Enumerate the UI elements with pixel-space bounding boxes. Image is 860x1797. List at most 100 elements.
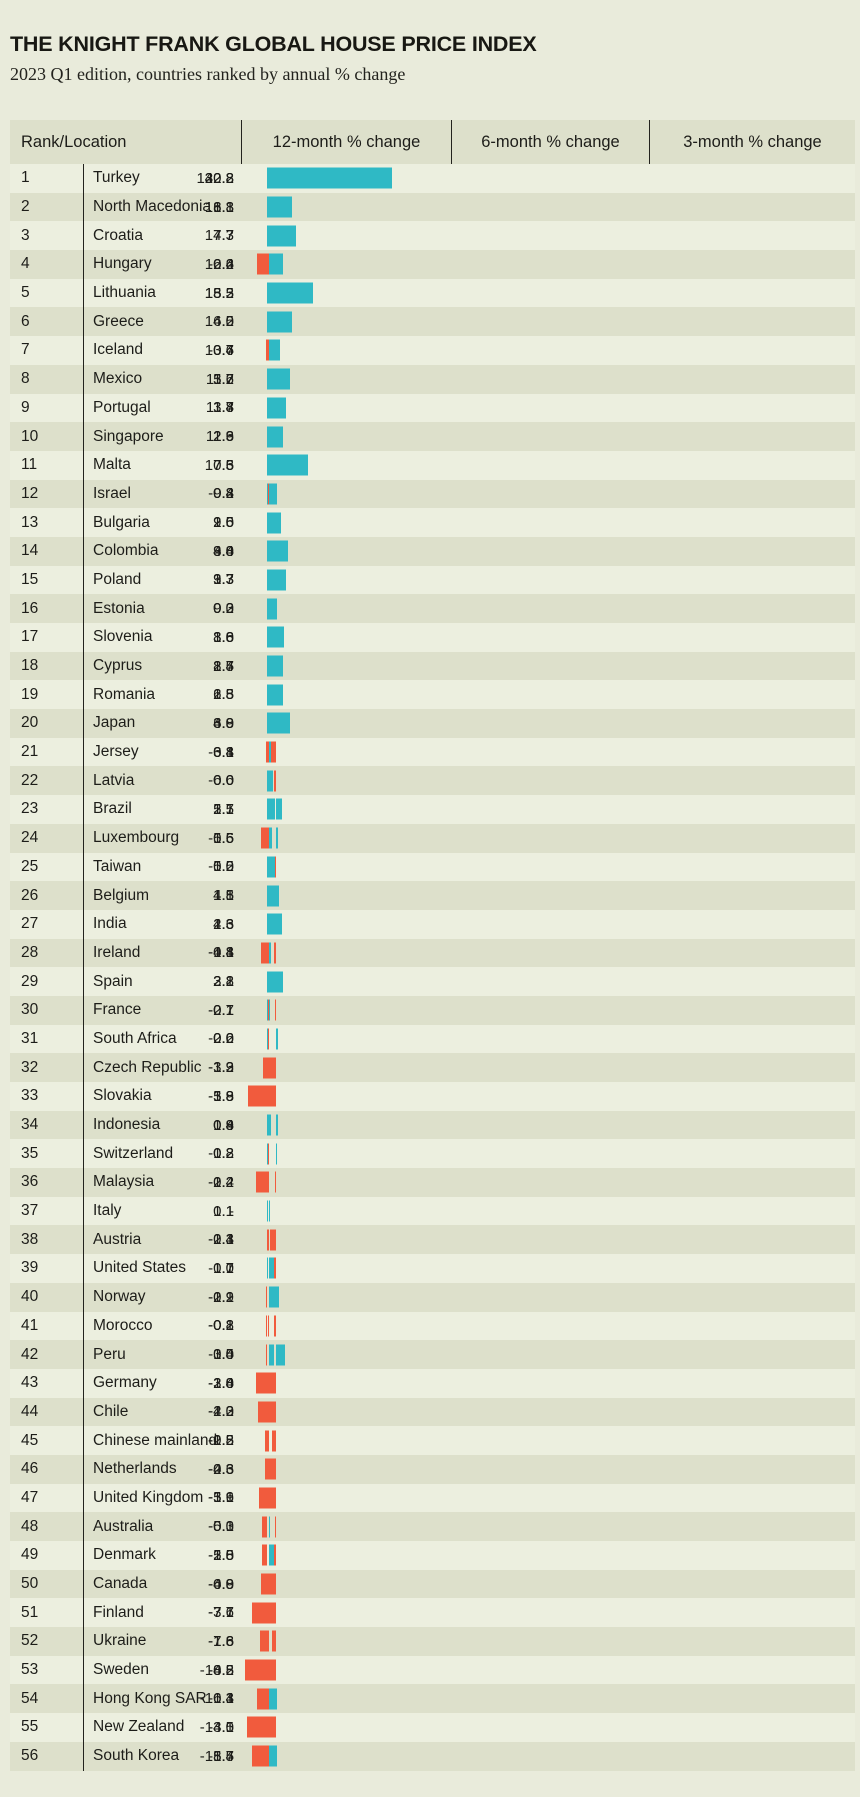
rank-cell: 33 — [21, 1087, 39, 1105]
12-month-value: -1.0 — [208, 1374, 234, 1392]
rank-cell: 4 — [21, 255, 30, 273]
location-cell: North Macedonia — [83, 192, 241, 222]
table-row: 15 Poland 9.3 3.7 1.3 — [10, 565, 855, 595]
3-month-value: -2.4 — [208, 1173, 234, 1191]
3-month-value: 3.2 — [213, 370, 234, 388]
3-month-bar — [269, 569, 277, 591]
rank-cell: 53 — [21, 1661, 39, 1679]
rank-cell: 49 — [21, 1546, 39, 1564]
column-header-3-month: 3-month % change — [649, 120, 855, 164]
page-title: THE KNIGHT FRANK GLOBAL HOUSE PRICE INDE… — [10, 32, 537, 56]
house-price-index-table: Rank/Location 12-month % change 6-month … — [10, 120, 855, 1771]
6-month-value: -2.5 — [208, 1546, 234, 1564]
3-month-value: -4.1 — [208, 1718, 234, 1736]
3-month-bar — [268, 1028, 269, 1050]
location-cell: Morocco — [83, 1311, 241, 1341]
3-month-bar — [269, 741, 272, 763]
3-month-bar — [265, 339, 269, 361]
rank-cell: 11 — [21, 456, 38, 474]
rank-cell: 55 — [21, 1718, 39, 1736]
table-row: 41 Morocco -0.1 -0.8 -0.2 — [10, 1311, 855, 1341]
12-month-value: -1.2 — [208, 1403, 234, 1421]
12-month-bar — [267, 598, 276, 620]
location-cell: Iceland — [83, 336, 241, 365]
6-month-bar — [276, 1143, 277, 1165]
12-month-bar — [266, 1344, 267, 1366]
rank-cell: 31 — [21, 1029, 39, 1047]
rank-cell: 6 — [21, 312, 30, 330]
3-month-value: -0.8 — [208, 1432, 234, 1450]
3-month-bar — [246, 1716, 269, 1738]
12-month-value: 1.2 — [213, 1173, 234, 1191]
rank-cell: 54 — [21, 1689, 39, 1707]
rank-cell: 12 — [21, 484, 39, 502]
location-cell: Canada — [83, 1569, 241, 1599]
3-month-value: 1.9 — [213, 1288, 234, 1306]
3-month-value: 2.5 — [213, 686, 234, 704]
3-month-bar — [262, 1057, 269, 1079]
rank-cell: 46 — [21, 1460, 39, 1478]
table-row: 11 Malta 10.5 7.6 7.3 — [10, 450, 855, 480]
location-cell: Colombia — [83, 536, 241, 566]
3-month-bar — [267, 1315, 269, 1337]
12-month-value: 1.8 — [213, 1116, 234, 1134]
12-month-value: -2.2 — [208, 1432, 234, 1450]
6-month-bar — [271, 1630, 276, 1652]
location-cell: Romania — [83, 680, 241, 710]
6-month-value: 4.0 — [213, 714, 234, 732]
table-row: 42 Peru -0.4 3.5 1.0 — [10, 1340, 855, 1369]
12-month-value: 5.7 — [213, 800, 234, 818]
6-month-value: 2.3 — [213, 915, 234, 933]
rank-cell: 56 — [21, 1747, 39, 1765]
location-cell: Cyprus — [83, 651, 241, 681]
6-month-bar — [264, 1401, 276, 1423]
location-cell: Jersey — [83, 737, 241, 767]
3-month-bar — [269, 1516, 270, 1538]
6-month-value: - — [229, 1202, 234, 1220]
location-cell: Chile — [83, 1397, 241, 1427]
location-cell: Latvia — [83, 766, 241, 796]
rank-cell: 44 — [21, 1402, 39, 1420]
3-month-value: -1.4 — [208, 944, 234, 962]
3-month-value: 1.3 — [213, 915, 234, 933]
rank-cell: 9 — [21, 398, 30, 416]
3-month-bar — [269, 1200, 270, 1222]
table-row: 6 Greece 14.5 6.2 4.0 — [10, 307, 855, 337]
table-row: 48 Australia -5.0 -0.3 0.1 — [10, 1512, 855, 1541]
3-month-value: 1.3 — [213, 198, 234, 216]
location-cell: Lithuania — [83, 278, 241, 308]
table-row: 16 Estonia 9.2 0.3 0.0 — [10, 594, 855, 623]
12-month-value: -7.6 — [208, 1604, 234, 1622]
12-month-bar — [267, 827, 273, 849]
12-month-bar — [261, 1544, 267, 1566]
location-cell: Luxembourg — [83, 823, 241, 853]
rank-cell: 48 — [21, 1517, 39, 1535]
6-month-bar — [273, 942, 276, 964]
location-cell: Spain — [83, 967, 241, 996]
table-row: 23 Brazil 5.7 2.5 1.1 — [10, 795, 855, 824]
6-month-value: -7.7 — [208, 1604, 234, 1622]
6-month-value: 6.2 — [213, 313, 234, 331]
6-month-bar — [276, 339, 278, 361]
12-month-value: -0.4 — [208, 1346, 234, 1364]
table-row: 9 Portugal 11.4 3.8 1.7 — [10, 393, 855, 423]
3-month-value: 3.0 — [213, 542, 234, 560]
3-month-bar — [247, 1085, 269, 1107]
6-month-value: -3.3 — [208, 1059, 234, 1077]
3-month-value: -3.1 — [208, 1604, 234, 1622]
6-month-value: 0.2 — [213, 1145, 234, 1163]
12-month-value: -5.0 — [208, 1518, 234, 1536]
6-month-bar — [273, 1257, 276, 1279]
table-row: 46 Netherlands -2.3 -4.3 -0.6 — [10, 1454, 855, 1484]
table-row: 1 Turkey 132.8 40.8 22.2 — [10, 164, 855, 193]
12-month-value: -5.8 — [208, 1546, 234, 1564]
6-month-bar — [276, 196, 292, 218]
6-month-value: -4.3 — [208, 1460, 234, 1478]
6-month-value: 2.8 — [213, 973, 234, 991]
6-month-value: -4.3 — [208, 1403, 234, 1421]
3-month-value: -1.9 — [208, 1489, 234, 1507]
3-month-value: -0.6 — [208, 341, 234, 359]
12-month-value: 11.3 — [205, 428, 234, 446]
rank-cell: 22 — [21, 771, 39, 789]
rank-cell: 19 — [21, 685, 39, 703]
